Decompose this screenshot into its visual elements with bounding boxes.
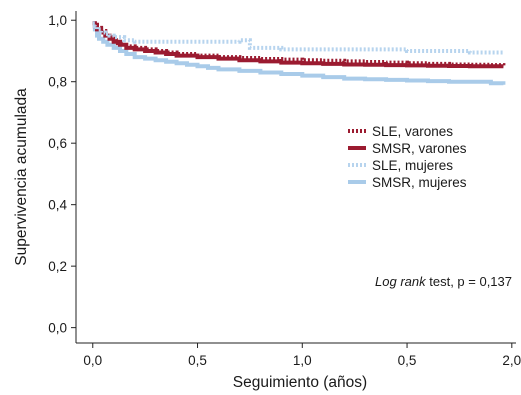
legend-label-sle-varones: SLE, varones — [372, 124, 453, 139]
series-line-smsr-mujeres — [92, 21, 506, 86]
x-tick-label: 2,0 — [502, 353, 521, 368]
y-tick-label: 0,4 — [48, 198, 67, 213]
axis-ticks: 0,0 0,2 0,4 0,6 0,8 1,0 0,0 0,5 1,0 0,5 2,0 — [48, 13, 521, 368]
annotation-rest: test, p = 0,137 — [426, 274, 512, 289]
series-line-sle-mujeres — [92, 21, 504, 55]
x-tick-label: 0,5 — [188, 353, 207, 368]
legend-label-smsr-varones: SMSR, varones — [372, 141, 467, 156]
y-tick-label: 1,0 — [48, 13, 67, 28]
x-tick-label: 1,0 — [293, 353, 312, 368]
x-tick-label: 0,5 — [398, 353, 417, 368]
x-axis-title: Seguimiento (años) — [233, 374, 367, 391]
legend-label-sle-mujeres: SLE, mujeres — [372, 158, 453, 173]
y-tick-label: 0,2 — [48, 259, 67, 274]
plot-data-layer — [92, 21, 506, 86]
legend-label-smsr-mujeres: SMSR, mujeres — [372, 175, 467, 190]
y-tick-label: 0,8 — [48, 75, 67, 90]
y-tick-label: 0,0 — [48, 321, 67, 336]
log-rank-annotation: Log rank test, p = 0,137 — [375, 274, 512, 289]
x-tick-label: 0,0 — [83, 353, 102, 368]
annotation-italic: Log rank — [375, 274, 427, 289]
legend: SLE, varones SMSR, varones SLE, mujeres … — [348, 124, 467, 190]
y-tick-label: 0,6 — [48, 136, 67, 151]
y-axis-title: Supervivencia acumulada — [13, 88, 30, 266]
